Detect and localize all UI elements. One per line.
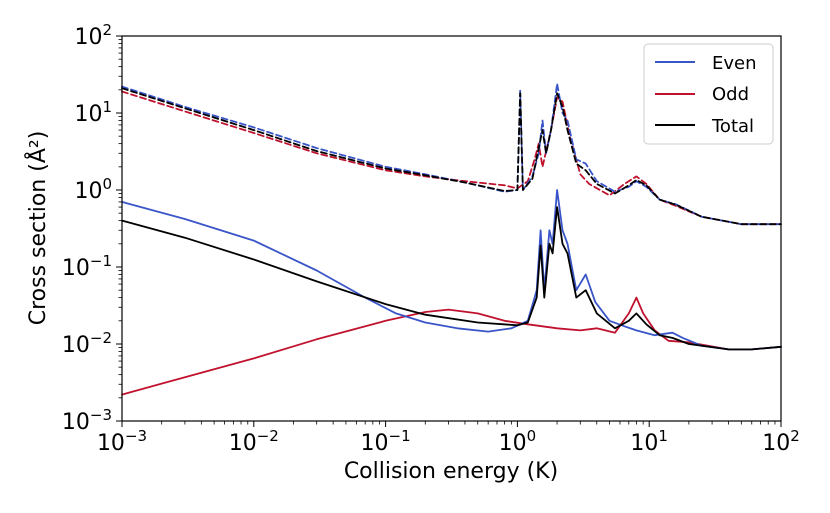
legend: Even Odd Total — [643, 43, 774, 145]
x-tick-label: 10−3 — [97, 427, 147, 456]
x-tick-label: 102 — [762, 427, 800, 456]
legend-label-odd: Odd — [712, 84, 749, 105]
series-layer — [121, 82, 782, 396]
legend-label-total: Total — [711, 116, 754, 137]
series-line-even-solid — [121, 189, 782, 351]
x-tick-label: 10−1 — [361, 427, 411, 456]
legend-box — [643, 43, 774, 145]
y-tick-label: 101 — [74, 98, 112, 127]
legend-label-even: Even — [712, 53, 757, 74]
series-line-total-solid — [121, 206, 782, 351]
y-tick-label: 102 — [74, 21, 112, 50]
y-axis-label: Cross section (Å²) — [24, 131, 51, 326]
y-tick-label: 10−3 — [62, 406, 112, 435]
y-tick-label: 10−1 — [62, 252, 112, 281]
series-line-odd-solid — [121, 296, 782, 396]
series-line-total-dashed — [121, 87, 782, 226]
x-tick-label: 101 — [630, 427, 668, 456]
plot-frame — [121, 35, 782, 422]
y-axis: 10−3 10−2 10−1 100 101 102 — [62, 21, 122, 435]
y-tick-label: 100 — [74, 175, 112, 204]
y-tick-label: 10−2 — [62, 329, 112, 358]
x-axis-label: Collision energy (K) — [344, 459, 558, 484]
x-tick-label: 10−2 — [229, 427, 279, 456]
x-tick-label: 100 — [499, 427, 537, 456]
x-axis: 10−3 10−2 10−1 100 101 102 — [97, 421, 800, 456]
